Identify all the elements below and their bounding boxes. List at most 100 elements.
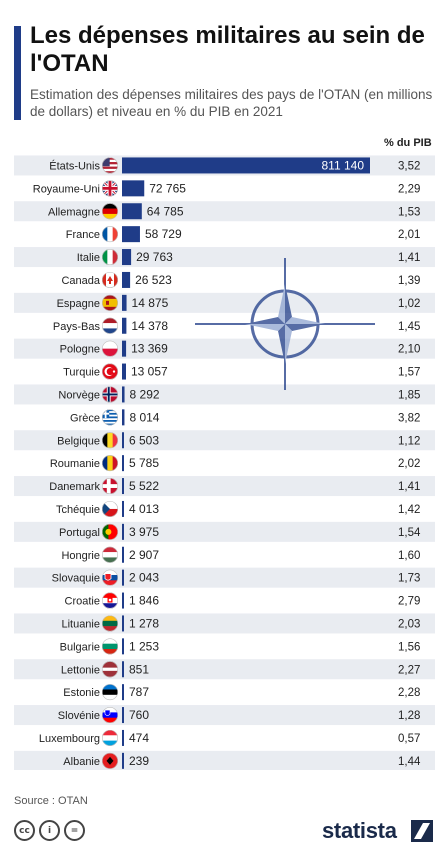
flag-part: [102, 418, 118, 421]
bar: [122, 409, 125, 426]
bar: [122, 157, 370, 174]
flag-part: [102, 294, 118, 300]
bar: [122, 523, 124, 540]
row-background: [14, 705, 435, 726]
flag-part: [102, 615, 118, 622]
flag-part: [102, 416, 118, 419]
pib-label: 1,85: [398, 389, 420, 401]
pib-label: 1,42: [398, 504, 420, 516]
flag: [102, 249, 119, 266]
value-label: 26 523: [135, 273, 172, 287]
flag-part: [102, 455, 108, 472]
flag-part: [102, 157, 110, 167]
pib-label: 2,28: [398, 687, 420, 699]
flag-tr-icon: [102, 363, 118, 380]
flag-bg-icon: [102, 638, 118, 655]
statista-logo-mark-icon: [411, 820, 433, 842]
flag-part: [102, 302, 118, 308]
pib-label: 1,45: [398, 321, 420, 333]
bar: [122, 546, 124, 563]
row-backgrounds: [14, 155, 435, 770]
flag: [102, 455, 119, 472]
creative-commons-icon: cc: [14, 820, 35, 841]
flag-part: [112, 226, 118, 243]
row-background: [14, 430, 435, 451]
flag-part: [102, 317, 118, 324]
pib-label: 2,27: [398, 664, 420, 676]
flag-part: [112, 249, 118, 266]
value-label: 58 729: [145, 227, 182, 241]
flag: [102, 386, 119, 403]
flag-part: [102, 423, 118, 426]
flag-us-icon: [102, 157, 118, 174]
flag-part: [102, 203, 118, 209]
flag: [102, 569, 119, 586]
flag-part: [102, 557, 118, 563]
flag-part: [108, 180, 112, 197]
flag-lv-icon: [102, 661, 118, 678]
pib-label: 2,02: [398, 458, 420, 470]
flag-part: [102, 500, 118, 510]
bar: [122, 661, 124, 678]
flag-part: [102, 670, 118, 675]
chart-subtitle: Estimation des dépenses militaires des p…: [30, 87, 433, 119]
value-label: 14 875: [132, 296, 169, 310]
flag-outline: [102, 294, 119, 311]
flag-part: [106, 300, 109, 305]
flag-part: [102, 626, 118, 632]
flag-outline: [102, 203, 119, 220]
flag-dk-icon: [102, 478, 118, 495]
flag-outline: [102, 569, 119, 586]
flag-outline: [102, 157, 119, 174]
license-icons: cc i =: [14, 820, 85, 841]
flag-part: [102, 213, 118, 220]
flag-nl-icon: [102, 317, 118, 334]
value-label: 8 014: [129, 410, 159, 424]
pib-label: 1,44: [398, 756, 421, 768]
flag-part: [102, 740, 118, 746]
country-label: Italie: [77, 252, 100, 264]
flag-part: [102, 157, 118, 161]
flag-part: [102, 166, 118, 170]
flag-outline: [102, 684, 119, 701]
country-label: Tchéquie: [56, 504, 100, 516]
flag: [102, 592, 119, 609]
bar: [122, 249, 132, 266]
bar: [122, 455, 124, 472]
bar: [122, 294, 127, 311]
pib-label: 2,79: [398, 596, 420, 608]
flag-part: [107, 455, 113, 472]
value-label: 851: [129, 662, 149, 676]
row-background: [14, 384, 435, 405]
chart-title: Les dépenses militaires au sein de l'OTA…: [30, 22, 425, 77]
pib-label: 1,28: [398, 710, 420, 722]
pib-label: 2,29: [398, 183, 420, 195]
flag-al-icon: [102, 752, 118, 769]
country-label: Hongrie: [61, 550, 100, 562]
country-label: Estonie: [63, 687, 100, 699]
flag-outline: [102, 729, 119, 746]
source-note: Source : OTAN: [14, 795, 88, 807]
flag-ee-icon: [102, 684, 118, 701]
flag-part: [112, 370, 116, 373]
flag-part: [102, 409, 118, 412]
row-background: [14, 567, 435, 588]
flag: [102, 546, 119, 563]
value-label: 5 522: [129, 479, 159, 493]
flag-outline: [102, 180, 119, 197]
flag-part: [102, 546, 118, 553]
flag-part: [102, 249, 108, 266]
pib-label: 2,10: [398, 344, 420, 356]
pib-label: 3,82: [398, 412, 420, 424]
country-label: États-Unis: [49, 159, 100, 172]
attribution-icon: i: [39, 820, 60, 841]
flag-part: [102, 592, 118, 599]
flag: [102, 180, 119, 197]
country-label: Croatie: [65, 596, 100, 608]
bar: [122, 271, 131, 288]
value-label: 13 057: [131, 365, 168, 379]
nato-emblem-icon: [195, 258, 375, 390]
flag-part: [107, 386, 110, 403]
pib-label: 2,01: [398, 229, 420, 241]
flag-fr-icon: [102, 226, 118, 243]
